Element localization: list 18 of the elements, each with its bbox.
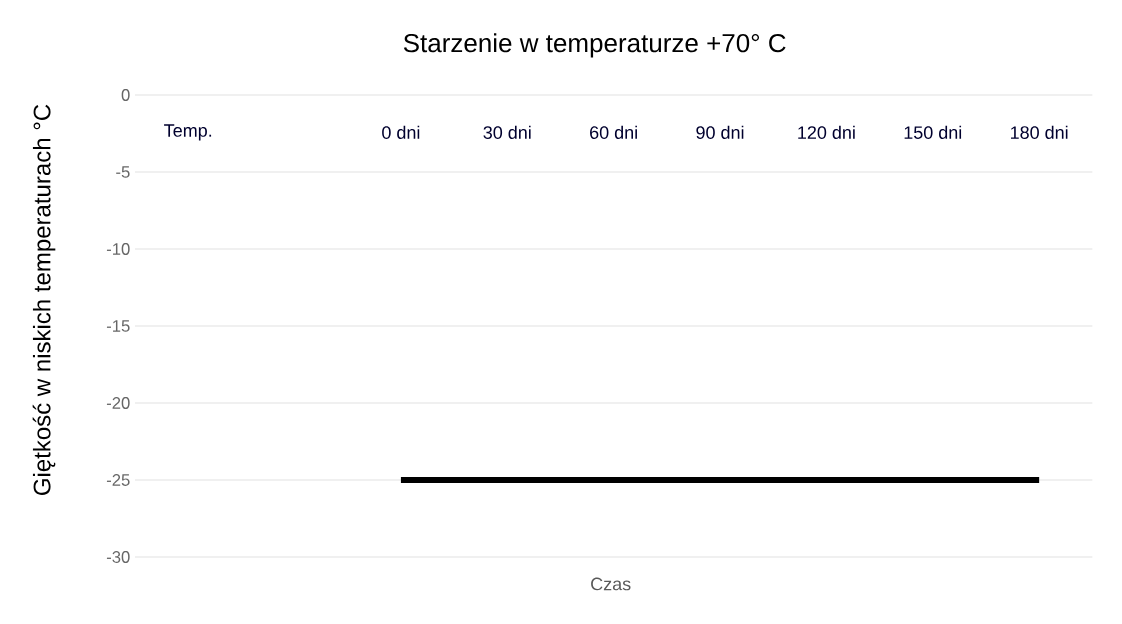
x-tick-label: 60 dni — [590, 125, 637, 139]
y-tick-label: 0 — [121, 89, 130, 101]
y-axis-title: Giętkość w niskich temperaturach °C — [32, 104, 56, 495]
y-tick-label: -20 — [106, 397, 130, 409]
x-axis-title: Czas — [591, 577, 631, 591]
x-tick-label: 30 dni — [483, 125, 531, 139]
x-tick-label: 90 dni — [696, 125, 744, 139]
x-tick-label: 180 dni — [1011, 125, 1068, 139]
x-tick-label: 150 dni — [904, 125, 962, 139]
y-tick-label: -5 — [116, 166, 130, 178]
x-tick-label: 0 dni — [382, 125, 420, 139]
y-tick-label: -25 — [106, 474, 130, 486]
y-tick-label: -10 — [106, 243, 130, 255]
chart-title: Starzenie w temperaturze +70° C — [403, 33, 786, 58]
x-tick-label: 120 dni — [798, 125, 855, 139]
y-tick-label: -30 — [106, 551, 130, 563]
y-tick-label: -15 — [106, 320, 130, 332]
x-tick-label: Temp. — [164, 124, 212, 141]
